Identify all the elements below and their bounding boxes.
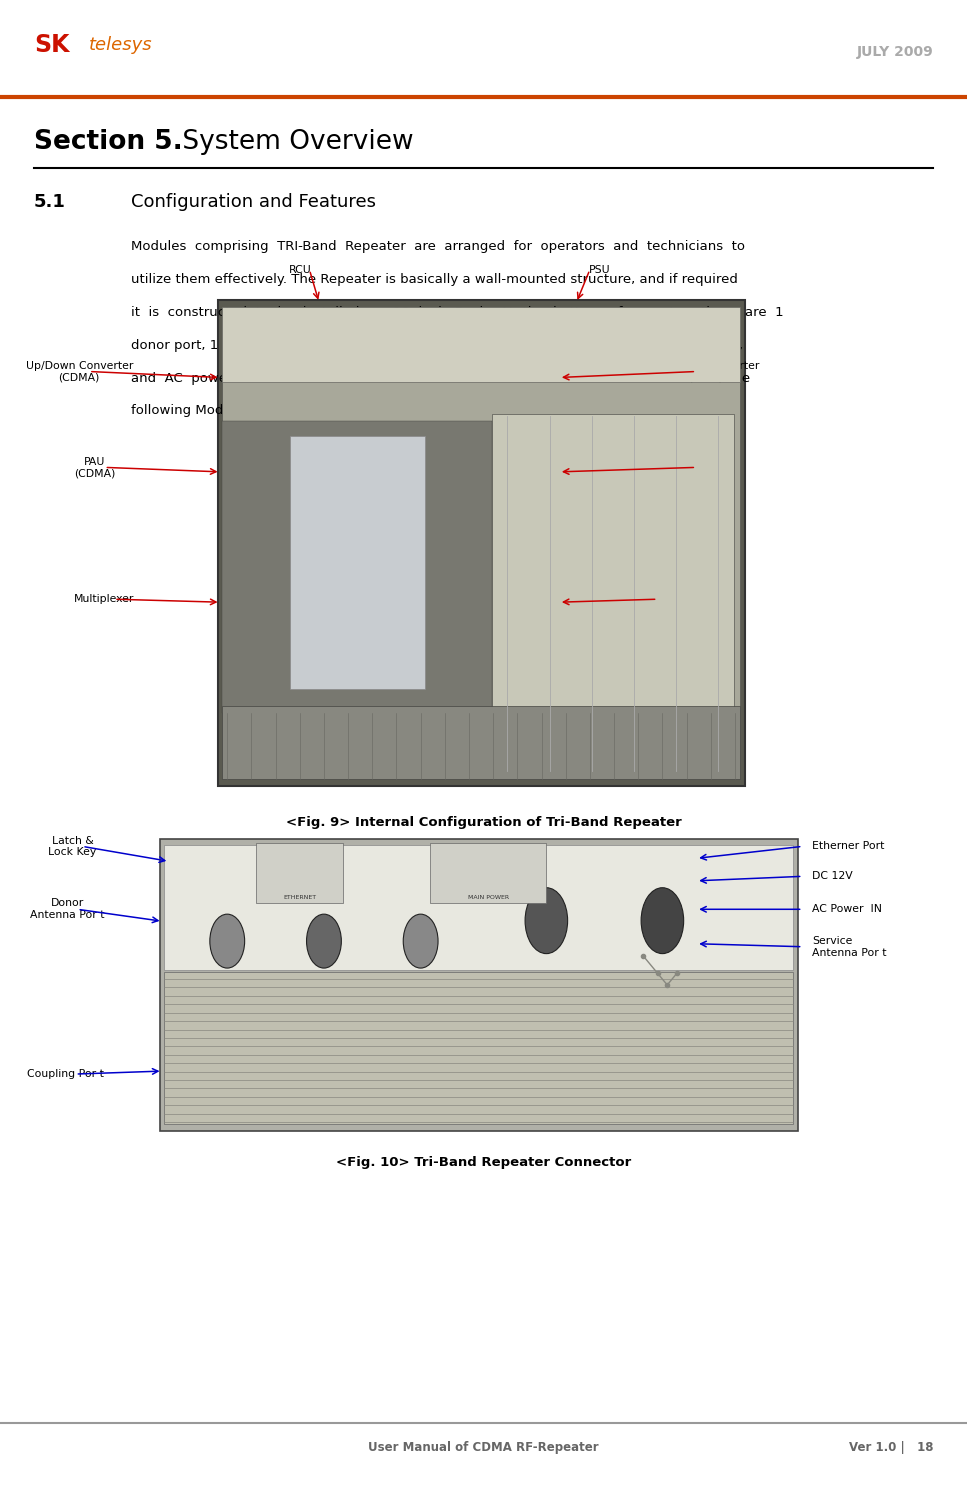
Text: donor port, 1 service port, 1 Donor signal monitoring port, 1 Service signal mon: donor port, 1 service port, 1 Donor sign… (131, 339, 743, 352)
Circle shape (403, 914, 438, 968)
Text: Isolation Check Module
(iDEN): Isolation Check Module (iDEN) (604, 589, 730, 610)
Text: Section 5.: Section 5. (34, 129, 183, 156)
Text: it  is  constructed  to  be  installed  on  19  inch  Rack.  At  the  bottom  of: it is constructed to be installed on 19 … (131, 306, 783, 319)
Text: SK: SK (34, 33, 70, 57)
Text: <Fig. 10> Tri-Band Repeater Connector: <Fig. 10> Tri-Band Repeater Connector (336, 1156, 631, 1170)
Circle shape (525, 888, 568, 954)
Text: DC 12V: DC 12V (812, 872, 853, 881)
Bar (222, 307, 740, 382)
Text: Service
Antenna Por t: Service Antenna Por t (812, 936, 887, 957)
Bar (430, 843, 546, 903)
Text: Donor
Antenna Por t: Donor Antenna Por t (30, 899, 105, 920)
Text: ETHERNET: ETHERNET (283, 894, 316, 900)
Text: Etherner Port: Etherner Port (812, 842, 885, 851)
Bar (256, 843, 343, 903)
Text: Ver 1.0 |   18: Ver 1.0 | 18 (849, 1441, 933, 1455)
Text: System Overview: System Overview (174, 129, 414, 156)
Text: <Fig. 9> Internal Configuration of Tri-Band Repeater: <Fig. 9> Internal Configuration of Tri-B… (285, 816, 682, 830)
Text: RCU: RCU (288, 265, 311, 274)
Bar (222, 307, 740, 779)
Text: MAIN POWER: MAIN POWER (468, 894, 509, 900)
Circle shape (210, 914, 245, 968)
Text: following Modules.: following Modules. (131, 404, 254, 418)
Bar (222, 706, 740, 779)
Text: 5.1: 5.1 (34, 193, 66, 211)
Text: AC Power  IN: AC Power IN (812, 905, 882, 914)
Bar (160, 839, 798, 1131)
Text: User Manual of CDMA RF-Repeater: User Manual of CDMA RF-Repeater (368, 1441, 599, 1455)
Bar (218, 300, 745, 786)
Text: utilize them effectively. The Repeater is basically a wall-mounted structure, an: utilize them effectively. The Repeater i… (131, 273, 738, 286)
Text: PAU
(CDMA): PAU (CDMA) (74, 457, 115, 478)
Text: telesys: telesys (89, 36, 153, 54)
Text: and  AC  power  outlet.  The  internal  structure  of  TRI-Band  repeater  is  c: and AC power outlet. The internal struct… (131, 372, 749, 385)
Bar (222, 421, 491, 713)
Text: JULY 2009: JULY 2009 (857, 45, 933, 60)
Bar (164, 845, 793, 971)
Text: Up/Down Converter
(iDEN): Up/Down Converter (iDEN) (652, 361, 760, 382)
Bar (164, 972, 793, 1124)
Text: Multiplexer: Multiplexer (74, 595, 134, 604)
Text: Latch &
Lock Key: Latch & Lock Key (48, 836, 97, 857)
Text: Modules  comprising  TRI-Band  Repeater  are  arranged  for  operators  and  tec: Modules comprising TRI-Band Repeater are… (131, 240, 745, 253)
Bar (491, 413, 735, 779)
Text: Up/Down Converter
(CDMA): Up/Down Converter (CDMA) (25, 361, 133, 382)
Text: Configuration and Features: Configuration and Features (131, 193, 375, 211)
Circle shape (641, 888, 684, 954)
Circle shape (307, 914, 341, 968)
Text: Coupling Por t: Coupling Por t (27, 1070, 104, 1079)
Text: PSU: PSU (589, 265, 610, 274)
Bar (290, 436, 425, 689)
Text: PAU
(iDEN): PAU (iDEN) (689, 457, 723, 478)
